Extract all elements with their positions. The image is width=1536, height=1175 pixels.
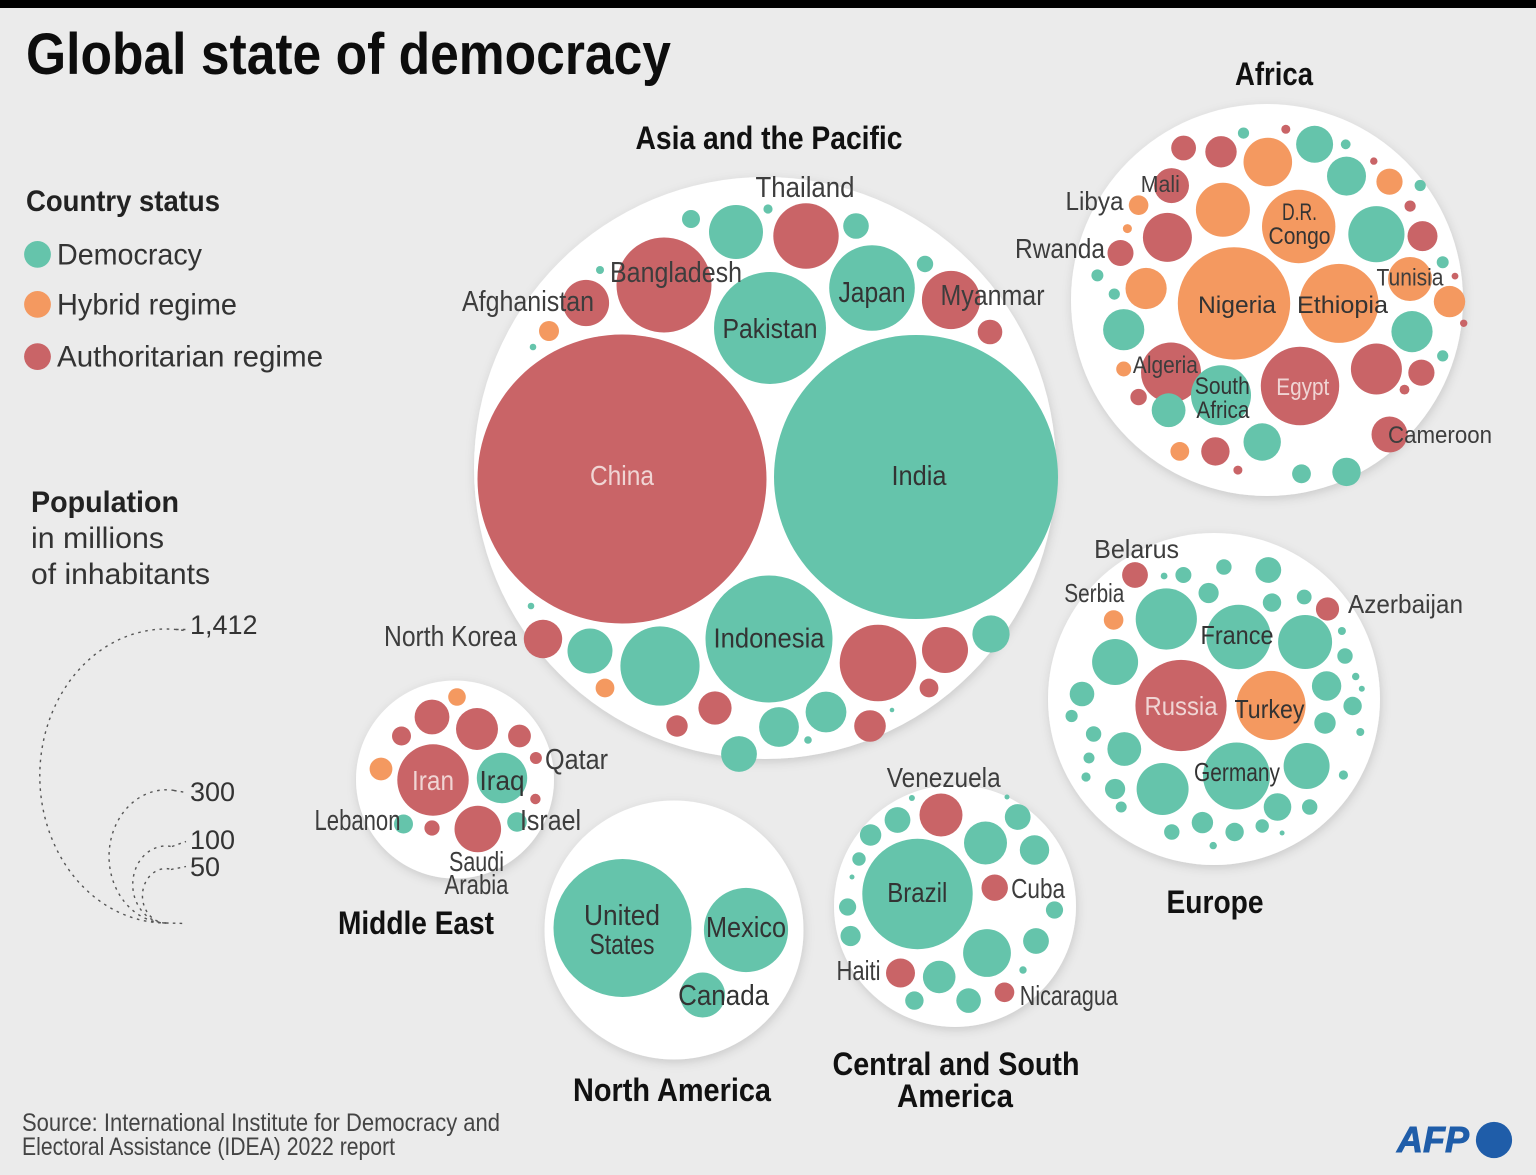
svg-text:Africa: Africa	[1196, 397, 1250, 424]
svg-text:Brazil: Brazil	[887, 877, 947, 908]
svg-text:in millions: in millions	[31, 522, 164, 555]
svg-text:Authoritarian regime: Authoritarian regime	[57, 341, 323, 374]
svg-text:100: 100	[190, 825, 235, 855]
svg-text:Ethiopia: Ethiopia	[1297, 292, 1389, 319]
svg-text:Iraq: Iraq	[480, 765, 525, 796]
svg-text:300: 300	[190, 777, 235, 807]
svg-text:Country status: Country status	[26, 185, 220, 218]
svg-text:North America: North America	[573, 1072, 771, 1108]
svg-text:Bangladesh: Bangladesh	[610, 257, 742, 289]
svg-text:Hybrid regime: Hybrid regime	[57, 288, 237, 321]
svg-text:Myanmar: Myanmar	[941, 280, 1045, 312]
svg-text:North Korea: North Korea	[384, 621, 518, 653]
svg-text:Russia: Russia	[1145, 691, 1218, 721]
svg-text:1,412: 1,412	[190, 610, 258, 640]
svg-text:Lebanon: Lebanon	[315, 805, 401, 837]
svg-text:Haiti: Haiti	[837, 955, 881, 986]
svg-text:Population: Population	[31, 486, 179, 519]
svg-text:Asia and the Pacific: Asia and the Pacific	[636, 120, 903, 156]
svg-text:Iran: Iran	[412, 765, 454, 796]
svg-text:Nicaragua: Nicaragua	[1020, 980, 1118, 1011]
svg-text:Electoral Assistance (IDEA) 20: Electoral Assistance (IDEA) 2022 report	[22, 1133, 395, 1161]
svg-text:Cuba: Cuba	[1011, 873, 1065, 904]
svg-text:Germany: Germany	[1194, 757, 1280, 787]
svg-text:Source: International Institut: Source: International Institute for Demo…	[22, 1109, 500, 1137]
svg-text:Europe: Europe	[1167, 884, 1264, 920]
svg-text:Qatar: Qatar	[545, 744, 608, 776]
svg-text:Congo: Congo	[1269, 223, 1331, 250]
svg-text:America: America	[897, 1078, 1013, 1114]
svg-text:India: India	[892, 460, 947, 491]
svg-text:Japan: Japan	[839, 277, 906, 309]
svg-text:Israel: Israel	[520, 805, 581, 837]
svg-text:Arabia: Arabia	[445, 869, 509, 900]
svg-text:Mali: Mali	[1141, 171, 1180, 197]
svg-text:China: China	[590, 460, 654, 491]
svg-text:Azerbaijan: Azerbaijan	[1348, 589, 1463, 619]
svg-text:Mexico: Mexico	[706, 912, 786, 944]
svg-text:Global state of democracy: Global state of democracy	[26, 22, 671, 87]
svg-text:United: United	[584, 900, 660, 932]
svg-text:AFP: AFP	[1396, 1119, 1470, 1160]
svg-text:Middle East: Middle East	[338, 905, 494, 941]
svg-text:Tunisia: Tunisia	[1377, 265, 1445, 292]
svg-text:Nigeria: Nigeria	[1198, 292, 1277, 319]
svg-text:D.R.: D.R.	[1282, 199, 1317, 226]
svg-text:Algeria: Algeria	[1133, 352, 1199, 379]
svg-text:States: States	[590, 929, 655, 961]
svg-text:France: France	[1201, 620, 1274, 650]
svg-text:Central and South: Central and South	[833, 1046, 1080, 1082]
svg-text:Indonesia: Indonesia	[714, 623, 825, 654]
svg-text:Serbia: Serbia	[1064, 578, 1124, 608]
svg-text:Pakistan: Pakistan	[723, 313, 818, 344]
svg-text:Libya: Libya	[1066, 186, 1125, 216]
svg-text:Africa: Africa	[1235, 56, 1313, 92]
svg-text:Democracy: Democracy	[57, 238, 202, 271]
svg-text:Turkey: Turkey	[1235, 694, 1305, 724]
svg-text:Egypt: Egypt	[1276, 374, 1329, 401]
svg-text:Rwanda: Rwanda	[1015, 233, 1105, 264]
svg-text:Cameroon: Cameroon	[1388, 422, 1492, 449]
svg-text:Afghanistan: Afghanistan	[462, 286, 594, 318]
svg-text:South: South	[1195, 373, 1250, 400]
svg-text:50: 50	[190, 852, 220, 882]
svg-text:Canada: Canada	[678, 980, 770, 1012]
svg-text:Thailand: Thailand	[756, 172, 855, 204]
svg-text:of inhabitants: of inhabitants	[31, 558, 210, 591]
svg-text:Saudi: Saudi	[449, 846, 504, 877]
svg-text:Belarus: Belarus	[1094, 534, 1179, 564]
svg-text:Venezuela: Venezuela	[887, 762, 1001, 793]
